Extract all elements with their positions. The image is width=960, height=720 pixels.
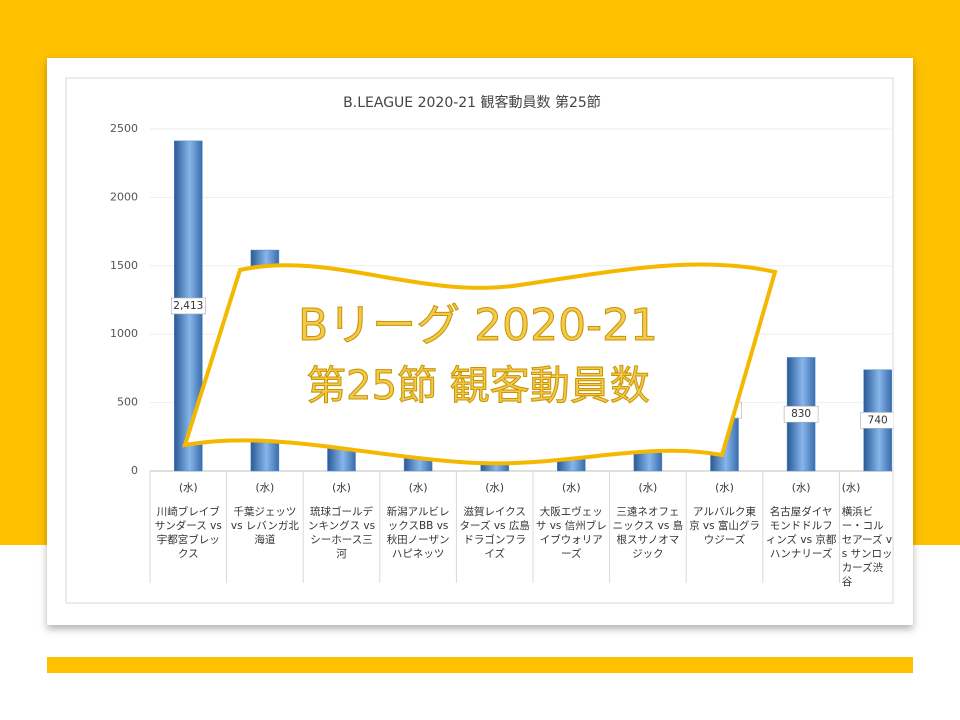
banner: Bリーグ 2020-21 第25節 観客動員数 <box>182 262 778 466</box>
weekday-label: (水) <box>715 482 734 494</box>
weekday-label: (水) <box>485 482 505 494</box>
category-name: 三遠ネオフェニックス vs 島根スサノオマジック <box>612 506 684 560</box>
value-label: 830 <box>791 408 811 420</box>
weekday-label: (水) <box>561 482 581 494</box>
value-label: 740 <box>868 414 888 426</box>
x-tick-label: (水) アルバルク東京 vs 富山グラウジーズ <box>689 481 761 547</box>
category-name: 滋賀レイクスターズ vs 広島ドラゴンフライズ <box>459 506 530 560</box>
weekday-label: (水) <box>255 482 275 494</box>
weekday-label: (水) <box>791 482 811 494</box>
value-label-box <box>171 297 206 315</box>
category-name: アルバルク東京 vs 富山グラウジーズ <box>689 506 760 546</box>
category-name: 横浜ビー・コルセアーズ vs サンロッカーズ渋谷 <box>841 506 893 588</box>
x-tick-label: (水) 大阪エヴェッサ vs 信州ブレイブウォリアーズ <box>535 481 607 561</box>
category-name: 川崎ブレイブサンダース vs 宇都宮ブレックス <box>154 506 222 560</box>
value-label: 2,413 <box>173 300 203 312</box>
y-tick-label: 1000 <box>110 327 138 340</box>
value-label-box <box>860 412 893 429</box>
x-tick-label: (水) 三遠ネオフェニックス vs 島根スサノオマジック <box>612 481 684 561</box>
value-label-box <box>783 405 819 423</box>
x-tick-label: (水) 琉球ゴールデンキングス vs シーホース三河 <box>306 481 378 561</box>
category-name: 千葉ジェッツ vs レバンガ北海道 <box>230 506 299 546</box>
bottom-band <box>47 657 913 673</box>
y-tick-label: 1500 <box>110 259 138 272</box>
category-name: 新潟アルビレックスBB vs 秋田ノーザンハピネッツ <box>386 506 450 560</box>
x-tick-label: (水) 名古屋ダイヤモンドドルフィンズ vs 京都ハンナリーズ <box>765 481 837 561</box>
x-tick-label: (水) 横浜ビー・コルセアーズ vs サンロッカーズ渋谷 <box>842 481 893 589</box>
category-name: 琉球ゴールデンキングス vs シーホース三河 <box>307 506 376 560</box>
weekday-label: (水) <box>332 482 351 494</box>
banner-line: Bリーグ 2020-21 <box>298 300 658 351</box>
x-tick-label: (水) 川崎ブレイブサンダース vs 宇都宮ブレックス <box>152 481 224 561</box>
category-name: 名古屋ダイヤモンドドルフィンズ vs 京都ハンナリーズ <box>765 506 837 560</box>
x-tick-label: (水) 千葉ジェッツ vs レバンガ北海道 <box>229 481 301 547</box>
y-tick-label: 2500 <box>110 122 138 135</box>
chart-title: B.LEAGUE 2020-21 観客動員数 第25節 <box>343 94 601 111</box>
category-name: 大阪エヴェッサ vs 信州ブレイブウォリアーズ <box>535 506 607 560</box>
x-tick-label: (水) 新潟アルビレックスBB vs 秋田ノーザンハピネッツ <box>382 481 454 561</box>
weekday-label: (水) <box>178 482 198 494</box>
weekday-label: (水) <box>638 482 658 494</box>
banner-line: 第25節 観客動員数 <box>306 363 650 409</box>
banner-shape <box>182 262 778 466</box>
y-tick-label: 500 <box>117 396 138 409</box>
weekday-label: (水) <box>841 482 861 494</box>
weekday-label: (水) <box>408 482 428 494</box>
y-tick-label: 2000 <box>110 190 138 203</box>
x-tick-label: (水) 滋賀レイクスターズ vs 広島ドラゴンフライズ <box>459 481 531 561</box>
y-tick-label: 0 <box>131 464 138 477</box>
